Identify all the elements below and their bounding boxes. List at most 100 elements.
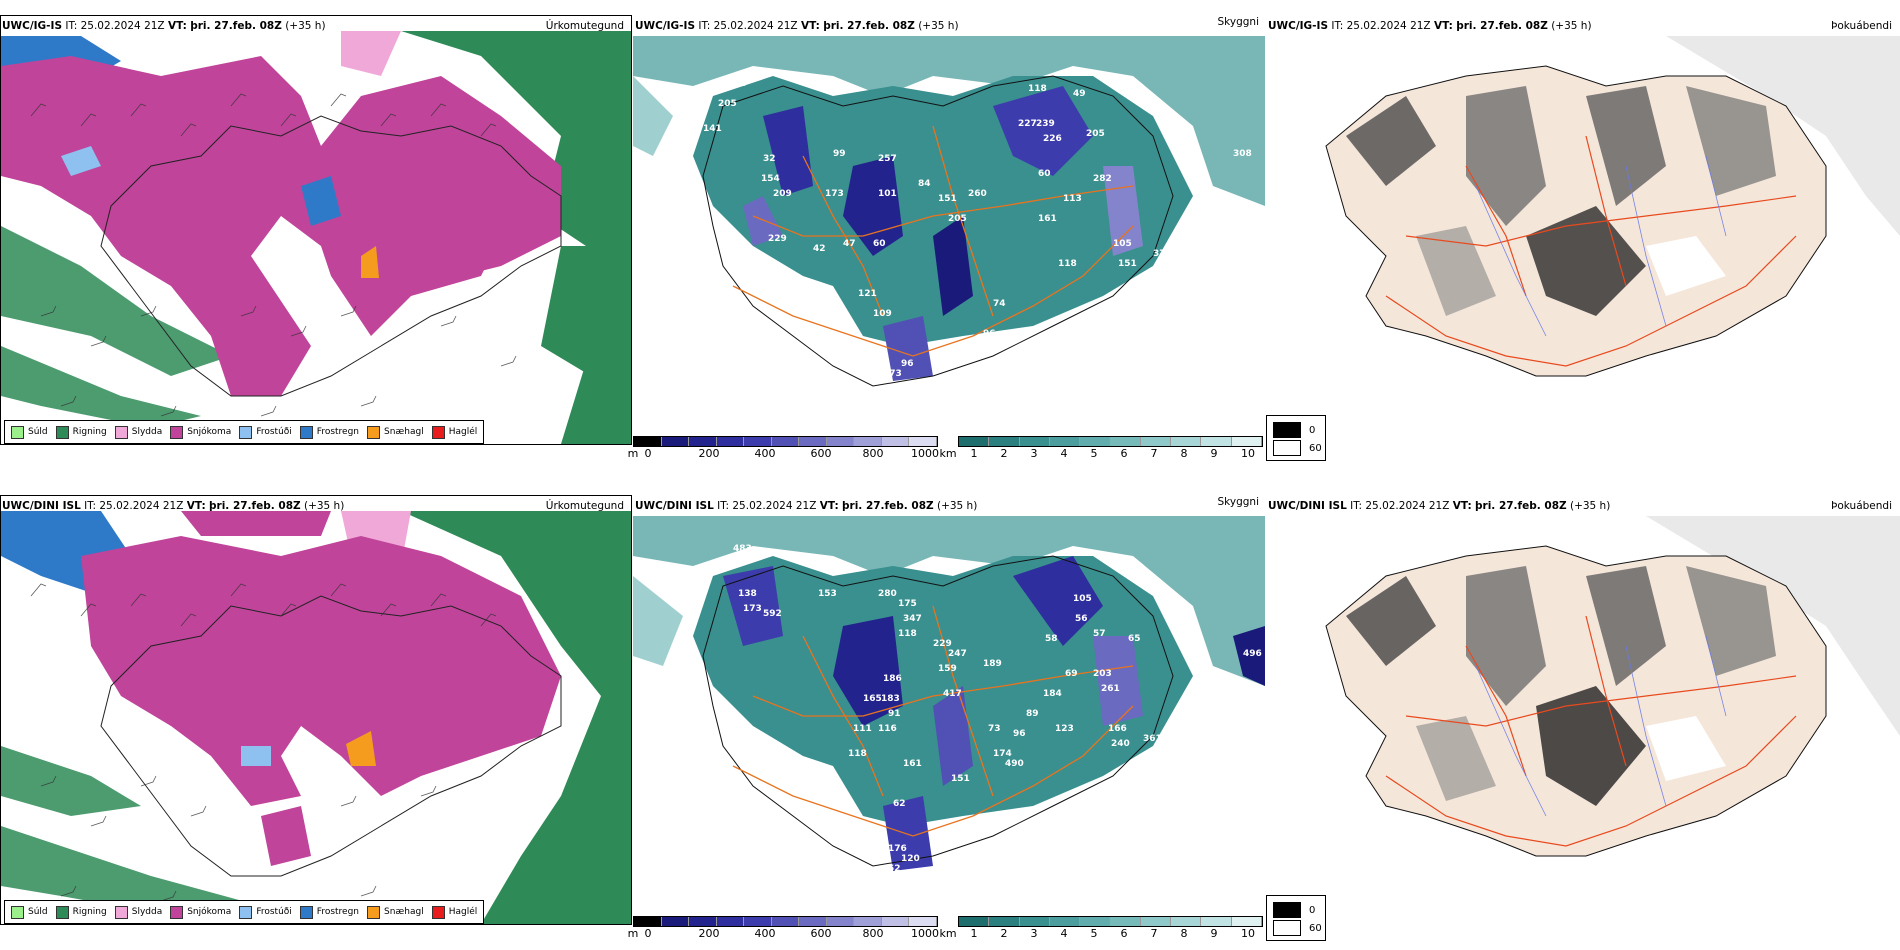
- svg-text:205: 205: [1086, 129, 1105, 139]
- panel-title: UWC/DINI ISL IT: 25.02.2024 21Z VT: þri.…: [635, 500, 978, 512]
- panel-title: UWC/IG-IS IT: 25.02.2024 21Z VT: þri. 27…: [635, 20, 959, 32]
- legend-item: Rigning: [55, 905, 107, 919]
- legend-swatch: [431, 425, 445, 439]
- legend-swatch: [1273, 902, 1301, 918]
- precip-type-map[interactable]: [0, 495, 632, 925]
- svg-text:62: 62: [893, 799, 906, 809]
- forecast-row-2: UWC/DINI ISL IT: 25.02.2024 21Z VT: þri.…: [0, 480, 1900, 950]
- panel-title: UWC/IG-IS IT: 25.02.2024 21Z VT: þri. 27…: [1268, 20, 1592, 32]
- svg-text:229: 229: [768, 234, 787, 244]
- svg-text:173: 173: [825, 189, 844, 199]
- legend-swatch: [170, 425, 184, 439]
- legend-swatch: [114, 425, 128, 439]
- panel-type-label: Úrkomutegund: [545, 20, 624, 32]
- legend-swatch: [299, 425, 313, 439]
- svg-text:96: 96: [901, 359, 914, 369]
- svg-text:121: 121: [858, 289, 877, 299]
- svg-text:118: 118: [848, 749, 867, 759]
- panel-type-label: Þokuábendi: [1831, 500, 1892, 512]
- svg-text:161: 161: [1038, 214, 1057, 224]
- legend-item: Frostregn: [299, 905, 359, 919]
- svg-text:203: 203: [1093, 669, 1112, 679]
- svg-text:105: 105: [1073, 594, 1092, 604]
- legend-swatch: [11, 425, 24, 439]
- svg-text:176: 176: [888, 844, 907, 854]
- svg-text:151: 151: [1118, 259, 1137, 269]
- svg-text:123: 123: [808, 284, 827, 294]
- svg-text:135: 135: [728, 79, 747, 89]
- panel-title: UWC/DINI ISL IT: 25.02.2024 21Z VT: þri.…: [2, 500, 345, 512]
- svg-text:47: 47: [843, 239, 856, 249]
- svg-text:186: 186: [883, 674, 902, 684]
- fog-index-map[interactable]: [1266, 516, 1900, 896]
- fog-index-map[interactable]: [1266, 36, 1900, 416]
- svg-text:227: 227: [1018, 119, 1037, 129]
- svg-text:189: 189: [983, 659, 1002, 669]
- legend-item: Haglél: [431, 905, 477, 919]
- svg-text:229: 229: [933, 639, 952, 649]
- svg-text:165: 165: [863, 694, 882, 704]
- fog-legend: 0 60: [1266, 895, 1326, 941]
- legend-swatch: [170, 905, 184, 919]
- svg-text:209: 209: [773, 189, 792, 199]
- svg-text:347: 347: [903, 614, 922, 624]
- precip-legend: Súld Rigning Slydda Snjókoma Frostúði Fr…: [4, 900, 485, 924]
- legend-swatch: [55, 905, 69, 919]
- svg-text:111: 111: [853, 724, 872, 734]
- cloud-vis-map[interactable]: 483 138 173 592 153 280 175 347 118 186 165 183 …: [633, 516, 1265, 946]
- precip-type-map[interactable]: [0, 15, 632, 445]
- svg-text:49: 49: [1073, 89, 1086, 99]
- legend-item: Súld: [11, 905, 48, 919]
- legend-swatch: [239, 425, 253, 439]
- svg-text:239: 239: [1036, 119, 1055, 129]
- svg-text:32: 32: [763, 154, 776, 164]
- svg-text:151: 151: [951, 774, 970, 784]
- svg-text:483: 483: [733, 544, 752, 554]
- svg-text:166: 166: [1108, 724, 1127, 734]
- svg-text:77: 77: [783, 294, 796, 304]
- svg-text:91: 91: [888, 709, 901, 719]
- svg-text:42: 42: [813, 244, 826, 254]
- svg-text:52: 52: [888, 864, 901, 874]
- legend-item: Snæhagl: [367, 905, 424, 919]
- fog-index-panel: UWC/IG-IS IT: 25.02.2024 21Z VT: þri. 27…: [1266, 0, 1900, 470]
- svg-text:153: 153: [818, 589, 837, 599]
- svg-text:74: 74: [993, 299, 1006, 309]
- svg-text:118: 118: [1058, 259, 1077, 269]
- svg-text:173: 173: [883, 369, 902, 379]
- legend-item: Snjókoma: [170, 905, 231, 919]
- svg-text:184: 184: [1043, 689, 1062, 699]
- height-scalebar: m 0 200 400 600 800 1000: [628, 436, 939, 461]
- panel-type-label: Skyggni: [1217, 16, 1260, 28]
- height-scalebar: m 0 200 400 600 800 1000: [628, 916, 939, 941]
- svg-text:84: 84: [918, 179, 931, 189]
- svg-text:68: 68: [1178, 149, 1191, 159]
- panel-title: UWC/DINI ISL IT: 25.02.2024 21Z VT: þri.…: [1268, 500, 1611, 512]
- svg-text:257: 257: [878, 154, 897, 164]
- legend-swatch: [11, 905, 24, 919]
- legend-item: Haglél: [431, 425, 477, 439]
- svg-text:490: 490: [1005, 759, 1024, 769]
- svg-text:308: 308: [1233, 149, 1252, 159]
- svg-text:65: 65: [1128, 634, 1141, 644]
- svg-text:161: 161: [903, 759, 922, 769]
- svg-text:57: 57: [1093, 629, 1106, 639]
- panel-type-label: Þokuábendi: [1831, 20, 1892, 32]
- svg-text:56: 56: [1075, 614, 1088, 624]
- visibility-scalebar: km 1 2 3 4 5 6 7 8 9 10: [939, 916, 1263, 941]
- cloud-vis-map[interactable]: 135 205 141 32 154 209 229 42 47 60 77 121 109 12…: [633, 36, 1265, 466]
- legend-item: Rigning: [55, 425, 107, 439]
- svg-text:73: 73: [988, 724, 1001, 734]
- legend-item: Snæhagl: [367, 425, 424, 439]
- legend-item: Slydda: [114, 425, 162, 439]
- svg-text:280: 280: [878, 589, 897, 599]
- legend-swatch: [239, 905, 253, 919]
- svg-text:247: 247: [948, 649, 967, 659]
- svg-text:240: 240: [1111, 739, 1130, 749]
- svg-text:282: 282: [1093, 174, 1112, 184]
- svg-text:118: 118: [898, 629, 917, 639]
- svg-text:151: 151: [938, 194, 957, 204]
- legend-item: Súld: [11, 425, 48, 439]
- svg-text:154: 154: [761, 174, 780, 184]
